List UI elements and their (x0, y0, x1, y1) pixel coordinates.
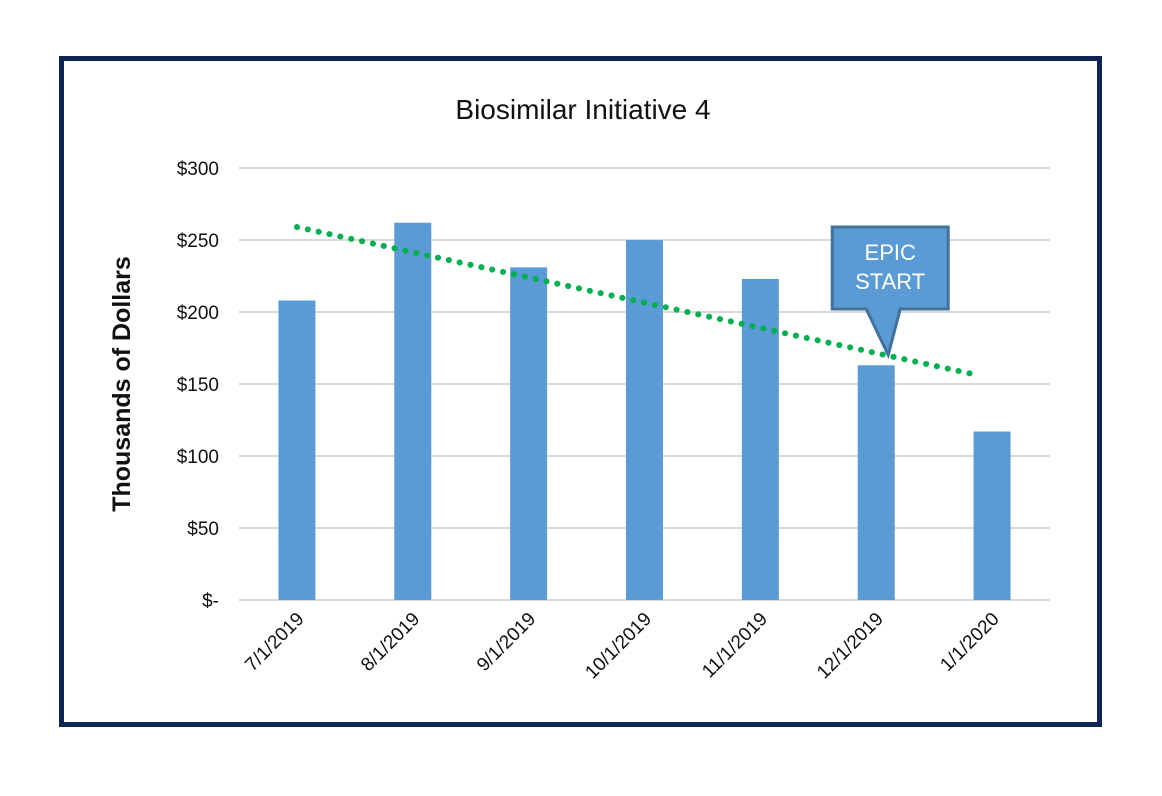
chart-title: Biosimilar Initiative 4 (455, 94, 710, 125)
y-tick-label: $100 (177, 447, 219, 468)
y-tick-label: $200 (177, 303, 219, 324)
trendline (293, 224, 976, 377)
chart-frame: Biosimilar Initiative 4 Thousands of Dol… (59, 56, 1102, 727)
bar (973, 431, 1011, 600)
x-tick-label: 10/1/2019 (581, 609, 656, 684)
callout-box (830, 225, 950, 360)
epic-start-callout: EPIC START (830, 225, 950, 360)
x-tick-label: 8/1/2019 (357, 609, 424, 676)
x-tick-label: 11/1/2019 (698, 609, 772, 683)
y-tick-label: $250 (177, 231, 219, 252)
x-tick-labels: 7/1/2019 8/1/2019 9/1/2019 10/1/2019 11/1/20… (241, 609, 1003, 684)
callout-text: EPIC (865, 240, 916, 265)
x-tick-label: 12/1/2019 (813, 609, 888, 684)
callout-text: START (855, 269, 925, 294)
chart: Biosimilar Initiative 4 Thousands of Dol… (108, 94, 1050, 684)
x-tick-label: 7/1/2019 (241, 609, 308, 676)
trendline-path (293, 224, 976, 377)
y-tick-labels: $- $50 $100 $150 $200 $250 $300 (177, 159, 219, 612)
bar (626, 240, 663, 600)
bar (741, 278, 779, 600)
y-tick-label: $50 (187, 519, 219, 540)
y-tick-label: $- (202, 591, 219, 612)
x-tick-label: 9/1/2019 (473, 609, 540, 676)
y-tick-label: $150 (177, 375, 219, 396)
x-tick-label: 1/1/2020 (936, 609, 1003, 676)
bars (278, 222, 1011, 600)
bar (510, 267, 548, 600)
bar (278, 300, 316, 600)
bar (394, 222, 432, 600)
y-axis-label: Thousands of Dollars (108, 256, 136, 512)
bar (857, 365, 895, 600)
y-tick-label: $300 (177, 159, 219, 180)
